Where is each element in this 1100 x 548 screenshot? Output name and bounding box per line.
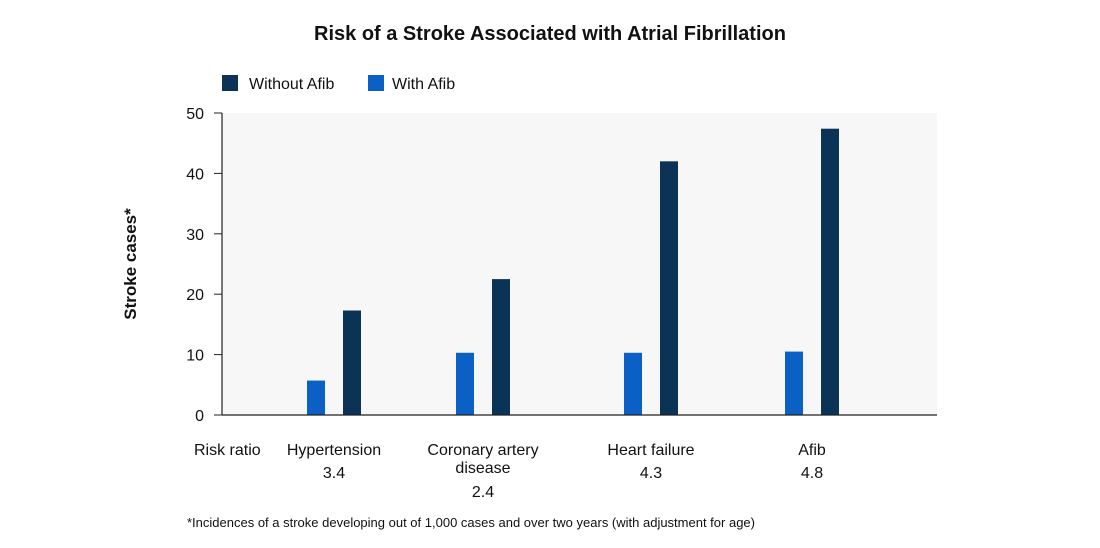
risk-ratio-value: 4.8 xyxy=(801,465,823,482)
y-tick-label: 50 xyxy=(186,106,204,123)
y-tick-label: 30 xyxy=(186,227,204,244)
y-tick-label: 0 xyxy=(195,408,204,425)
bars xyxy=(307,128,839,416)
legend-swatch-with-afib xyxy=(368,75,384,91)
footnote: *Incidences of a stroke developing out o… xyxy=(187,515,755,530)
risk-ratio-value: 3.4 xyxy=(323,465,345,482)
y-tick-label: 20 xyxy=(186,287,204,304)
category-label: Heart failure xyxy=(607,442,694,459)
bar-with-afib xyxy=(624,352,642,415)
bar-without-afib xyxy=(343,310,361,415)
y-axis-ticks: 0 10 20 30 40 50 xyxy=(186,106,222,425)
chart-title: Risk of a Stroke Associated with Atrial … xyxy=(314,23,786,45)
bar-without-afib xyxy=(821,128,839,416)
legend-label-with-afib: With Afib xyxy=(392,76,455,93)
risk-ratio-label: Risk ratio xyxy=(194,442,261,459)
bar-with-afib xyxy=(785,351,803,415)
y-tick-label: 40 xyxy=(186,166,204,183)
bar-with-afib xyxy=(307,380,325,415)
plot-area xyxy=(222,113,937,415)
category-label: Hypertension xyxy=(287,442,381,459)
category-label: disease xyxy=(455,460,510,477)
legend-swatch-without-afib xyxy=(222,75,238,91)
category-label: Coronary artery xyxy=(427,442,538,459)
bar-with-afib xyxy=(456,352,474,415)
category-label: Afib xyxy=(798,442,826,459)
risk-ratio-value: 2.4 xyxy=(472,484,494,501)
y-axis-label: Stroke cases* xyxy=(121,208,140,320)
legend-label-without-afib: Without Afib xyxy=(249,76,334,93)
risk-ratio-value: 4.3 xyxy=(640,465,662,482)
bar-without-afib xyxy=(492,279,510,415)
legend: Without Afib With Afib xyxy=(222,75,455,93)
y-tick-label: 10 xyxy=(186,348,204,365)
bar-without-afib xyxy=(660,161,678,415)
